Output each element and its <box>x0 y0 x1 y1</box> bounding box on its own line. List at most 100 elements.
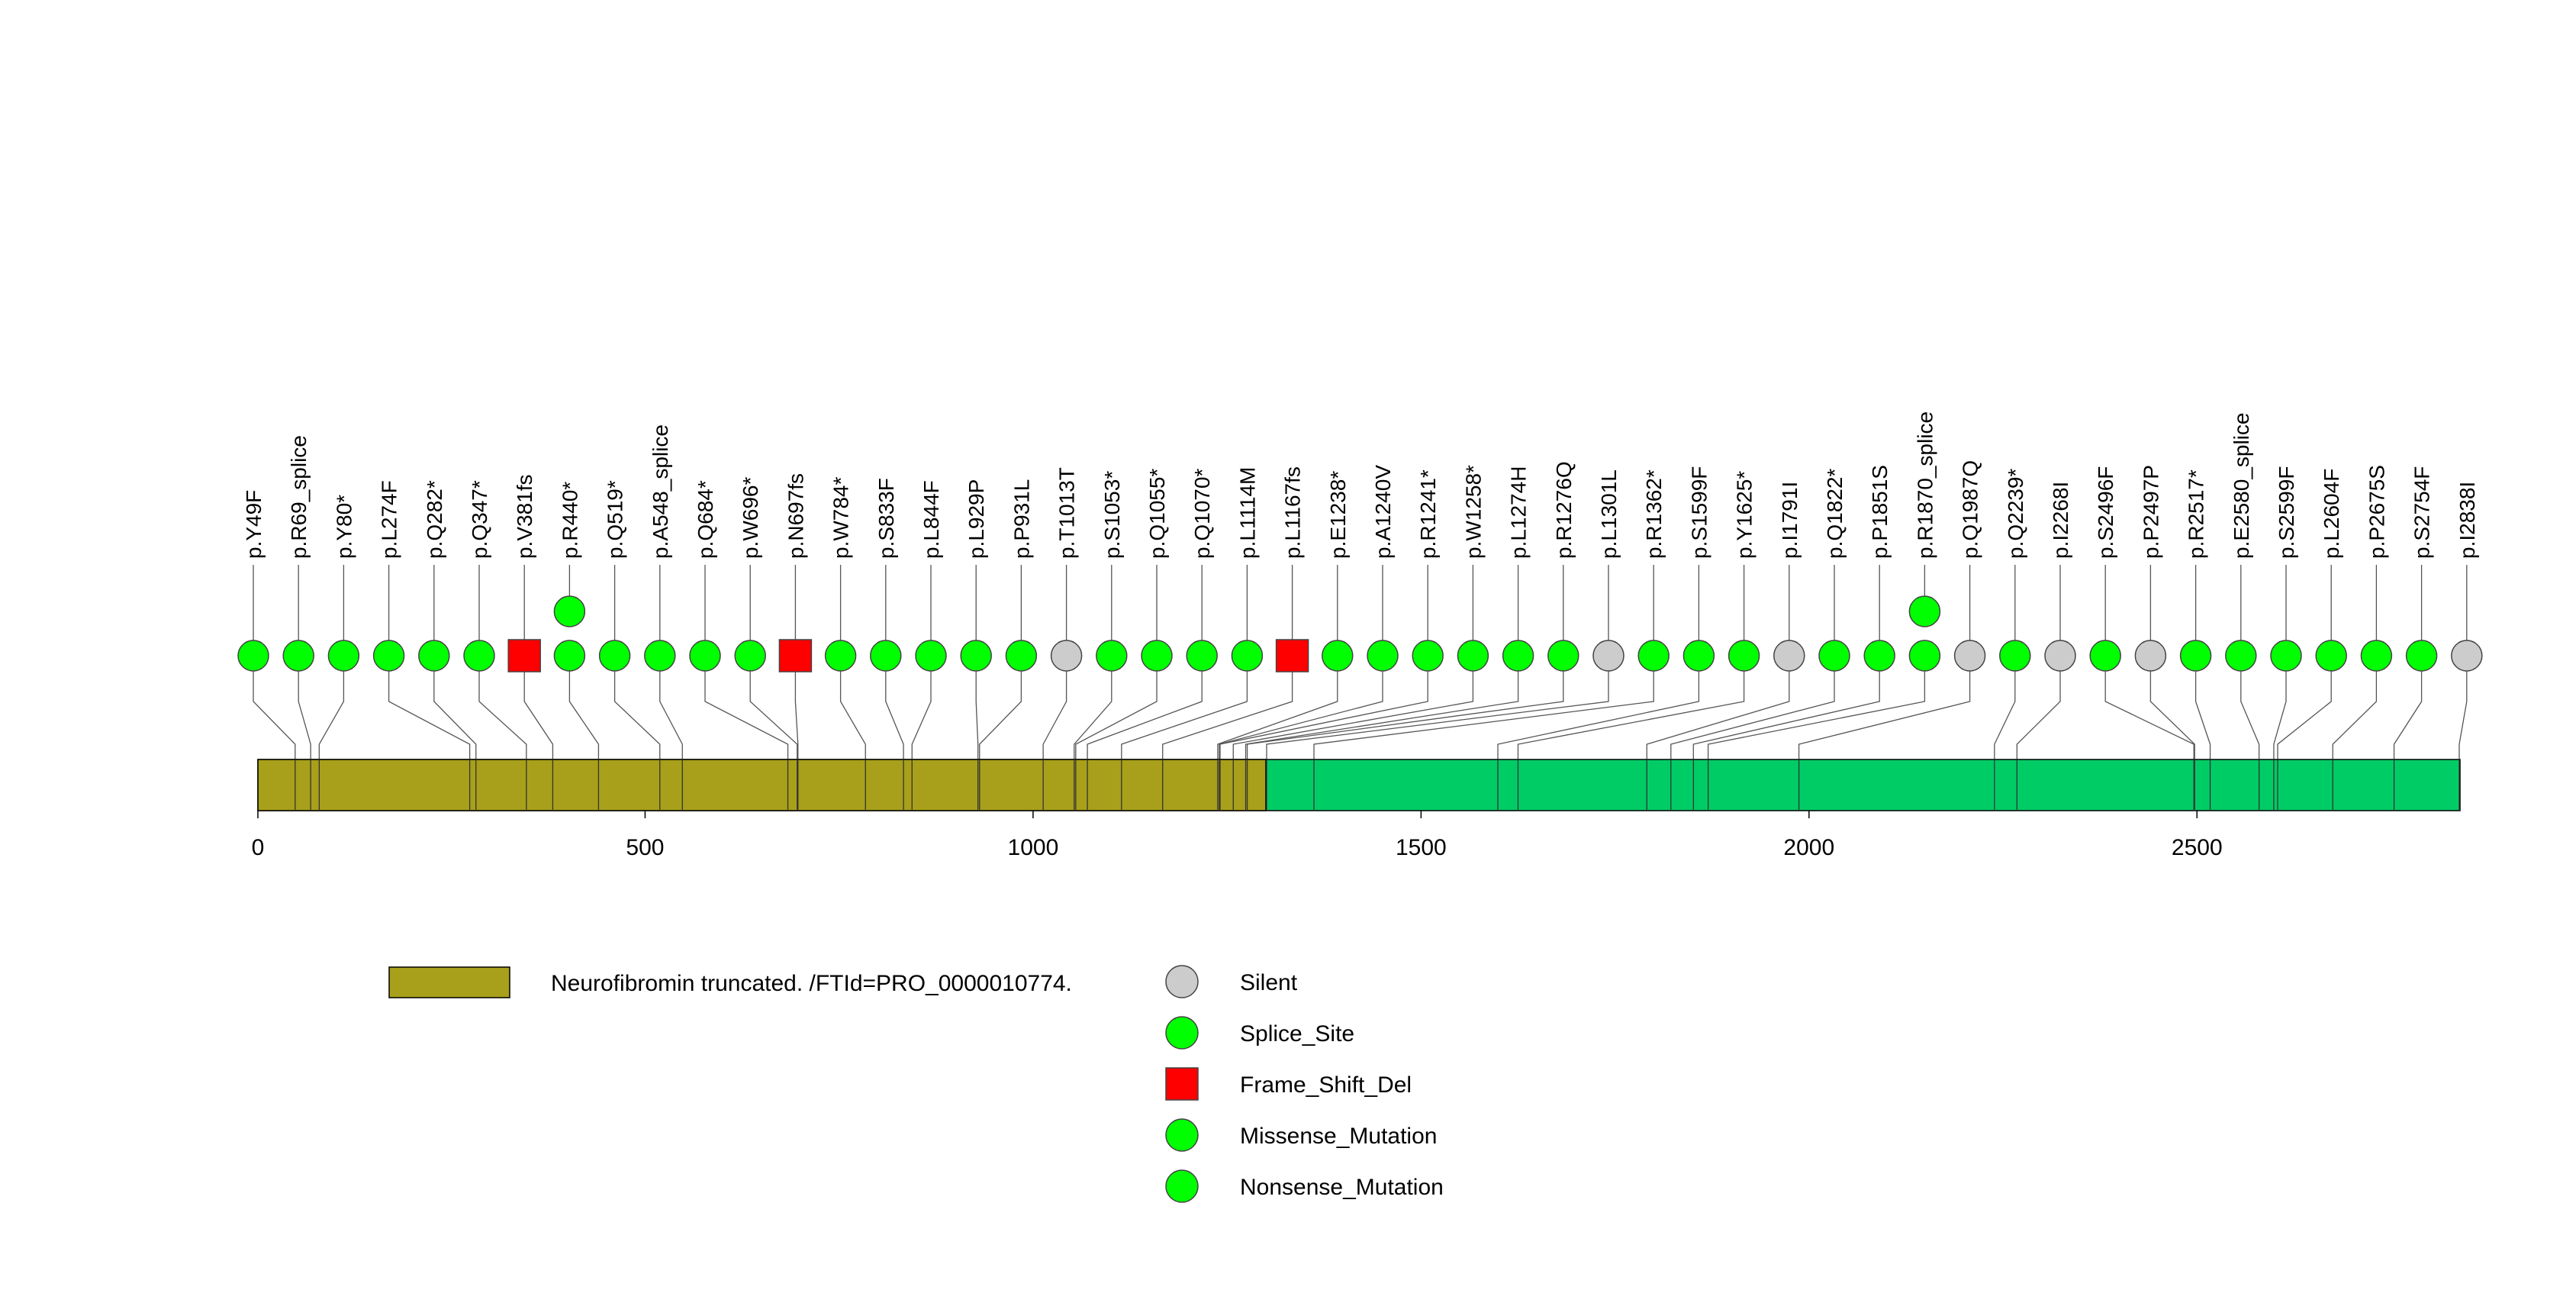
mutation-label: p.I2268I <box>2049 482 2072 559</box>
mutation-label: p.W1258* <box>1461 465 1485 559</box>
mutation-marker <box>1005 640 1038 672</box>
mutation-marker <box>1050 640 1083 672</box>
mutation-marker <box>553 640 586 672</box>
mutation-marker <box>2179 640 2212 672</box>
mutation-label: p.I1791I <box>1778 482 1802 559</box>
mutation-marker <box>1141 640 1173 672</box>
mutation-label: p.Q282* <box>423 480 446 559</box>
legend-label: Frame_Shift_Del <box>1240 1072 1412 1098</box>
mutation-marker <box>1096 640 1128 672</box>
mutation-marker <box>237 640 269 672</box>
mutation-marker <box>915 640 947 672</box>
mutation-marker <box>960 640 992 672</box>
mutation-marker <box>2225 640 2257 672</box>
mutation-marker <box>734 640 766 672</box>
mutation-marker <box>282 640 314 672</box>
mutation-label: p.R69_splice <box>287 435 311 559</box>
mutation-marker <box>2405 640 2438 672</box>
mutation-label: p.Y1625* <box>1733 471 1757 559</box>
axis-tick-label: 2000 <box>1783 835 1834 860</box>
legend-marker <box>1165 1118 1199 1152</box>
mutation-marker <box>1953 640 1986 672</box>
mutation-marker <box>1908 640 1941 672</box>
mutation-label: p.S2754F <box>2410 466 2434 559</box>
mutation-label: p.R1276Q <box>1552 461 1576 559</box>
mutation-label: p.S2496F <box>2094 466 2117 559</box>
mutation-label: p.R440* <box>558 482 581 559</box>
mutation-marker <box>870 640 902 672</box>
mutation-marker <box>1818 640 1850 672</box>
mutation-marker <box>1682 640 1715 672</box>
mutation-marker <box>1275 639 1309 672</box>
domain-bar <box>257 759 1267 811</box>
mutation-label: p.L844F <box>919 480 943 559</box>
x-axis: 0 500 1000 1500 2000 2500 <box>252 811 2223 860</box>
mutation-marker <box>2451 640 2483 672</box>
mutation-marker <box>2134 640 2167 672</box>
mutation-label: p.Q684* <box>694 480 717 559</box>
mutation-label: p.Q1055* <box>1145 469 1169 559</box>
mutation-marker <box>1322 640 1354 672</box>
mutation-label: p.L1274H <box>1507 466 1531 559</box>
mutation-label: p.S833F <box>874 478 898 559</box>
legend-label: Splice_Site <box>1240 1021 1354 1047</box>
mutation-label: p.Q2239* <box>2004 469 2027 559</box>
mutation-marker <box>1186 640 1218 672</box>
mutation-marker <box>418 640 450 672</box>
mutation-label: p.P2497P <box>2139 465 2162 559</box>
legend-domain-label: Neurofibromin truncated. /FTId=PRO_00000… <box>551 971 1072 996</box>
legend-marker <box>1165 965 1199 998</box>
legend-marker <box>1165 1016 1199 1050</box>
mutation-label: p.R2517* <box>2185 469 2208 559</box>
mutation-marker <box>2270 640 2302 672</box>
mutation-label: p.Q347* <box>468 480 491 559</box>
mutation-label: p.S1053* <box>1100 471 1124 559</box>
mutation-marker <box>1502 640 1534 672</box>
mutation-label: p.L2604F <box>2320 469 2343 559</box>
mutation-marker <box>463 640 495 672</box>
mutation-marker <box>1908 595 1941 627</box>
legend-label: Silent <box>1240 970 1298 995</box>
mutation-label: p.L274F <box>378 480 401 559</box>
mutation-marker <box>1637 640 1670 672</box>
mutation-label: p.E1238* <box>1326 471 1350 559</box>
mutation-marker <box>327 640 360 672</box>
mutation-label: p.Q519* <box>604 480 627 559</box>
mutation-label: p.Q1822* <box>1823 469 1847 559</box>
mutation-label: p.L1167fs <box>1281 466 1305 559</box>
mutation-label: p.N697fs <box>784 473 807 559</box>
mutation-label: p.Y80* <box>332 495 356 559</box>
mutation-label: p.Y49F <box>242 490 266 559</box>
mutation-marker <box>824 640 857 672</box>
mutation-label: p.R1241* <box>1416 469 1440 559</box>
mutation-labels: p.Y49F p.R69_splice p.Y80* p.L274F p.Q282* p.… <box>242 411 2479 559</box>
mutation-marker <box>553 595 586 627</box>
axis-tick-label: 2500 <box>2172 835 2223 860</box>
axis-tick-label: 500 <box>626 835 664 860</box>
mutation-marker <box>1367 640 1399 672</box>
axis-tick-label: 1000 <box>1008 835 1059 860</box>
mutation-label: p.L929P <box>964 479 988 559</box>
axis-tick-label: 1500 <box>1396 835 1447 860</box>
mutation-label: p.R1362* <box>1642 469 1666 559</box>
axis-tick-label: 0 <box>252 835 265 860</box>
mutation-marker <box>1412 640 1444 672</box>
mutation-marker <box>1231 640 1264 672</box>
mutation-label: p.S1599F <box>1687 466 1711 559</box>
legend-domain-swatch <box>388 966 510 998</box>
mutation-marker <box>372 640 405 672</box>
mutation-symbols <box>237 595 2483 672</box>
mutation-marker <box>2089 640 2121 672</box>
protein-backbone <box>257 759 2461 811</box>
mutation-marker <box>2360 640 2393 672</box>
mutation-label: p.W696* <box>739 477 762 559</box>
legend-label: Nonsense_Mutation <box>1240 1175 1444 1200</box>
legend-marker <box>1165 1067 1199 1101</box>
mutation-label: p.V381fs <box>513 474 536 559</box>
legend: Neurofibromin truncated. /FTId=PRO_00000… <box>388 965 1444 1203</box>
mutation-label: p.L1114M <box>1235 467 1259 559</box>
mutation-marker <box>598 640 631 672</box>
mutation-label: p.P1851S <box>1868 465 1892 559</box>
mutation-marker <box>778 639 813 672</box>
mutation-marker <box>1863 640 1895 672</box>
